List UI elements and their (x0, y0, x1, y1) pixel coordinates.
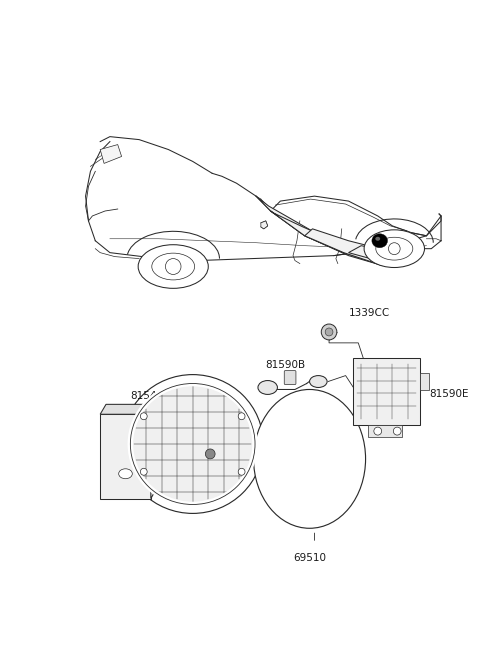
FancyBboxPatch shape (284, 371, 296, 384)
Circle shape (393, 427, 401, 435)
Ellipse shape (364, 230, 424, 267)
Polygon shape (100, 145, 121, 163)
Ellipse shape (376, 237, 413, 260)
Circle shape (166, 259, 181, 274)
Text: 81590E: 81590E (430, 390, 469, 400)
Ellipse shape (258, 381, 277, 394)
Polygon shape (151, 404, 156, 498)
Text: 69510: 69510 (293, 553, 326, 563)
Circle shape (238, 413, 245, 420)
Circle shape (321, 324, 337, 340)
Polygon shape (261, 221, 268, 229)
FancyBboxPatch shape (368, 425, 402, 437)
Circle shape (140, 413, 147, 420)
Ellipse shape (152, 253, 195, 280)
Polygon shape (305, 229, 392, 265)
FancyBboxPatch shape (353, 358, 420, 425)
Polygon shape (100, 404, 156, 414)
Circle shape (325, 328, 333, 336)
Polygon shape (271, 211, 383, 265)
Ellipse shape (310, 375, 327, 388)
Ellipse shape (122, 375, 264, 514)
Circle shape (374, 427, 382, 435)
Circle shape (140, 468, 147, 476)
Ellipse shape (372, 234, 387, 248)
Ellipse shape (130, 382, 256, 506)
Polygon shape (256, 196, 344, 253)
Ellipse shape (375, 236, 380, 241)
Ellipse shape (253, 390, 366, 529)
Text: 81590B: 81590B (265, 360, 305, 369)
Text: 81541: 81541 (131, 392, 164, 402)
Ellipse shape (119, 469, 132, 479)
Circle shape (205, 449, 215, 459)
Ellipse shape (138, 245, 208, 288)
FancyBboxPatch shape (420, 373, 430, 390)
Text: 1339CC: 1339CC (348, 308, 390, 318)
Polygon shape (100, 414, 151, 498)
Polygon shape (348, 246, 387, 261)
Circle shape (238, 468, 245, 476)
Circle shape (388, 243, 400, 255)
